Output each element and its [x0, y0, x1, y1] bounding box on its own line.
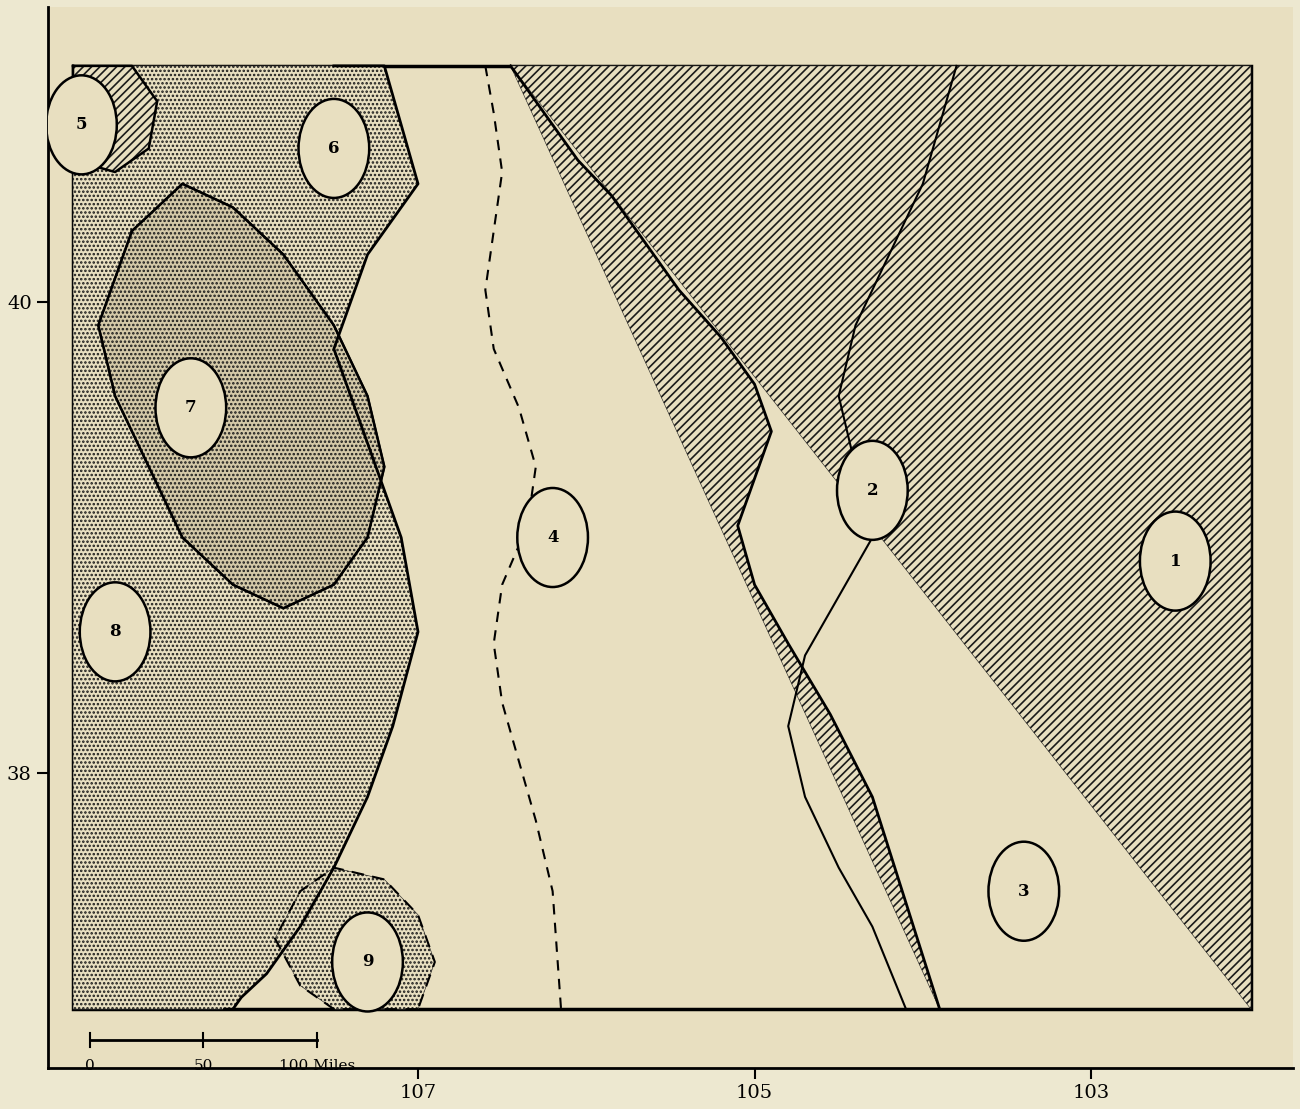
- Circle shape: [79, 582, 151, 681]
- Circle shape: [299, 99, 369, 197]
- Text: 100 Miles: 100 Miles: [280, 1059, 355, 1072]
- Circle shape: [1140, 511, 1210, 611]
- Text: 6: 6: [328, 140, 339, 157]
- Text: 5: 5: [75, 116, 87, 133]
- Text: 2: 2: [867, 481, 879, 499]
- Text: 3: 3: [1018, 883, 1030, 899]
- Text: 9: 9: [361, 954, 373, 970]
- Text: 8: 8: [109, 623, 121, 640]
- Polygon shape: [99, 184, 385, 608]
- Circle shape: [517, 488, 588, 587]
- Polygon shape: [511, 65, 1251, 1009]
- Circle shape: [988, 842, 1060, 940]
- Polygon shape: [276, 867, 434, 1009]
- Circle shape: [333, 913, 403, 1011]
- Text: 50: 50: [194, 1059, 213, 1072]
- Text: 4: 4: [547, 529, 559, 546]
- Text: 7: 7: [185, 399, 196, 416]
- Text: 1: 1: [1170, 552, 1180, 570]
- Circle shape: [46, 75, 117, 174]
- Polygon shape: [73, 65, 157, 172]
- Circle shape: [837, 441, 907, 540]
- Polygon shape: [73, 65, 1251, 1009]
- Circle shape: [156, 358, 226, 457]
- Polygon shape: [73, 65, 419, 1009]
- Text: 0: 0: [84, 1059, 95, 1072]
